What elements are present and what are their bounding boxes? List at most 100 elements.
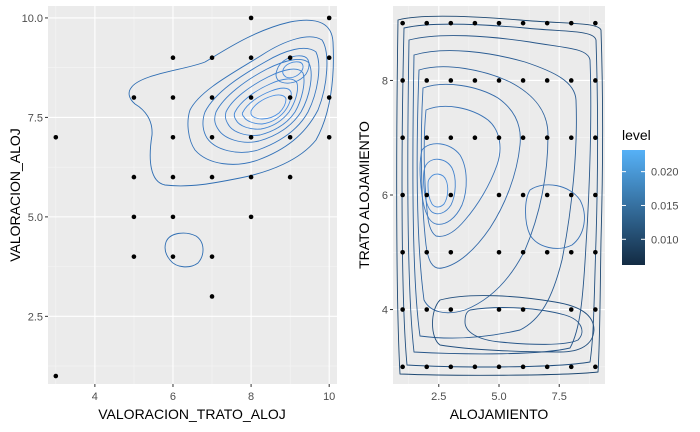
- x-tick-label: 10: [323, 391, 335, 403]
- data-point: [326, 55, 332, 61]
- density-contour: [432, 295, 595, 353]
- data-point: [593, 364, 598, 370]
- data-point: [544, 364, 550, 370]
- data-point: [496, 192, 502, 198]
- data-point: [472, 20, 478, 26]
- density-contour: [422, 158, 456, 215]
- data-point: [448, 192, 454, 198]
- data-point: [448, 307, 454, 312]
- panel-2-points: [400, 20, 598, 370]
- data-point: [131, 214, 137, 220]
- panel-1-x-axis-title: VALORACION_TRATO_ALOJ: [98, 406, 286, 422]
- x-tick-label: 7.5: [552, 391, 567, 403]
- panel-1-background: [48, 6, 337, 384]
- data-point: [424, 192, 430, 198]
- data-point: [287, 55, 293, 61]
- data-point: [568, 249, 574, 255]
- data-point: [424, 20, 430, 26]
- data-point: [424, 135, 430, 141]
- data-point: [209, 254, 215, 259]
- density-contour: [282, 61, 304, 79]
- data-point: [287, 95, 293, 100]
- data-point: [131, 174, 137, 180]
- density-contour: [412, 50, 577, 339]
- legend-title: level: [622, 127, 651, 143]
- density-contour: [202, 48, 320, 153]
- data-point: [568, 20, 574, 26]
- data-point: [400, 135, 405, 141]
- data-point: [209, 294, 215, 299]
- data-point: [448, 78, 454, 83]
- density-contour: [407, 35, 592, 355]
- data-point: [448, 364, 454, 370]
- density-contour: [250, 94, 287, 120]
- data-point: [593, 192, 598, 198]
- data-point: [544, 78, 550, 83]
- data-point: [568, 307, 574, 312]
- legend-tick-label: 0.020: [651, 167, 679, 179]
- data-point: [568, 135, 574, 141]
- y-tick-label: 6: [382, 190, 388, 202]
- data-point: [400, 78, 405, 83]
- data-point: [209, 174, 215, 180]
- legend-tick-label: 0.010: [651, 234, 679, 246]
- data-point: [520, 192, 526, 198]
- data-point: [593, 78, 598, 83]
- data-point: [209, 55, 215, 61]
- data-point: [131, 254, 137, 259]
- data-point: [544, 192, 550, 198]
- data-point: [424, 249, 430, 255]
- y-tick-label: 5.0: [28, 212, 43, 224]
- data-point: [400, 192, 405, 198]
- data-point: [248, 15, 254, 21]
- data-point: [287, 174, 293, 180]
- density-contour: [241, 87, 292, 125]
- data-point: [448, 249, 454, 255]
- data-point: [53, 373, 59, 379]
- data-point: [170, 254, 176, 259]
- data-point: [326, 15, 332, 21]
- data-point: [248, 95, 254, 100]
- y-tick-label: 2.5: [28, 311, 43, 323]
- data-point: [400, 20, 405, 26]
- density-contour: [233, 78, 298, 130]
- data-point: [424, 78, 430, 83]
- data-point: [472, 135, 478, 141]
- data-point: [593, 135, 598, 141]
- data-point: [496, 249, 502, 255]
- density-contour: [164, 232, 204, 268]
- data-point: [448, 135, 454, 141]
- data-point: [544, 135, 550, 141]
- legend-colorbar: [622, 150, 645, 265]
- data-point: [424, 307, 430, 312]
- y-tick-label: 7.5: [28, 112, 43, 124]
- panel-2-density-contours: [396, 15, 603, 376]
- data-point: [593, 20, 598, 26]
- data-point: [593, 249, 598, 255]
- density-contour: [128, 19, 334, 187]
- data-point: [496, 78, 502, 83]
- x-tick-label: 6: [170, 391, 176, 403]
- data-point: [170, 174, 176, 180]
- data-point: [520, 249, 526, 255]
- density-contour: [525, 184, 585, 249]
- panel-1-gridlines: [48, 6, 337, 384]
- data-point: [496, 364, 502, 370]
- data-point: [248, 214, 254, 220]
- data-point: [568, 78, 574, 83]
- density-contour: [396, 15, 603, 376]
- data-point: [400, 364, 405, 370]
- data-point: [424, 364, 430, 370]
- density-contour: [419, 143, 467, 225]
- panel-2-x-ticks: 2.5 5.0 7.5: [431, 384, 567, 403]
- data-point: [209, 135, 215, 140]
- data-point: [400, 307, 405, 312]
- x-tick-label: 8: [248, 391, 254, 403]
- data-point: [496, 20, 502, 26]
- density-contour: [464, 307, 583, 345]
- density-contour: [401, 23, 598, 368]
- density-contour: [427, 173, 449, 208]
- data-point: [544, 249, 550, 255]
- panel-2-x-axis-title: ALOJAMIENTO: [450, 406, 549, 422]
